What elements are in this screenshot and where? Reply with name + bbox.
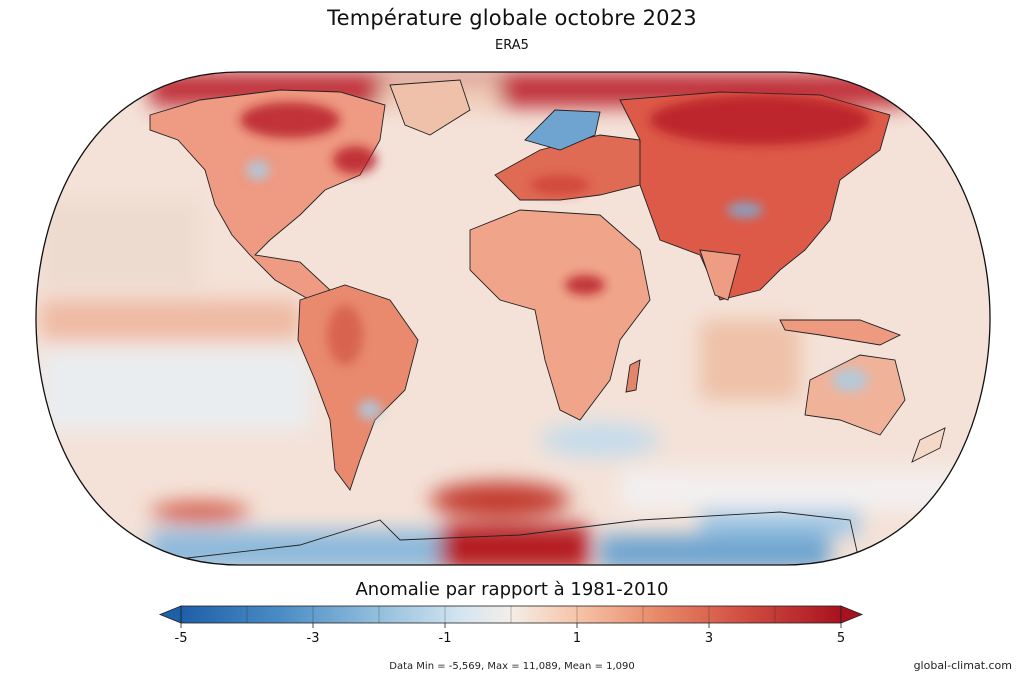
globe-outline: [35, 71, 991, 566]
anomaly-hotspots: [240, 95, 870, 420]
india: [699, 249, 741, 301]
indonesia: [779, 319, 902, 346]
antarctica: [169, 511, 861, 565]
colorbar-tick-label: 5: [836, 631, 846, 646]
map-subtitle: ERA5: [495, 38, 529, 53]
map-title: Température globale octobre 2023: [327, 6, 697, 30]
data-stats: Data Min = -5,569, Max = 11,089, Mean = …: [389, 661, 635, 672]
colorbar-extend-low: [158, 605, 182, 624]
new-zealand: [911, 427, 946, 463]
source-credit: global-climat.com: [913, 659, 1012, 672]
colorbar: [158, 605, 864, 628]
greenland: [389, 79, 471, 136]
colorbar-tick-label: -5: [174, 631, 188, 646]
asia: [619, 91, 891, 301]
north-america: [149, 89, 386, 301]
continents: [149, 79, 946, 565]
colorbar-tick-label: -1: [438, 631, 452, 646]
africa: [469, 209, 651, 421]
scandinavia: [524, 109, 601, 151]
madagascar: [625, 359, 641, 393]
colorbar-tick-label: -3: [306, 631, 320, 646]
colorbar-tick-label: 3: [704, 631, 714, 646]
colorbar-extend-high: [840, 605, 864, 624]
colorbar-title: Anomalie par rapport à 1981-2010: [355, 579, 669, 600]
australia: [804, 354, 906, 436]
colorbar-tick-label: 1: [572, 631, 582, 646]
anomaly-field: [36, 72, 990, 565]
